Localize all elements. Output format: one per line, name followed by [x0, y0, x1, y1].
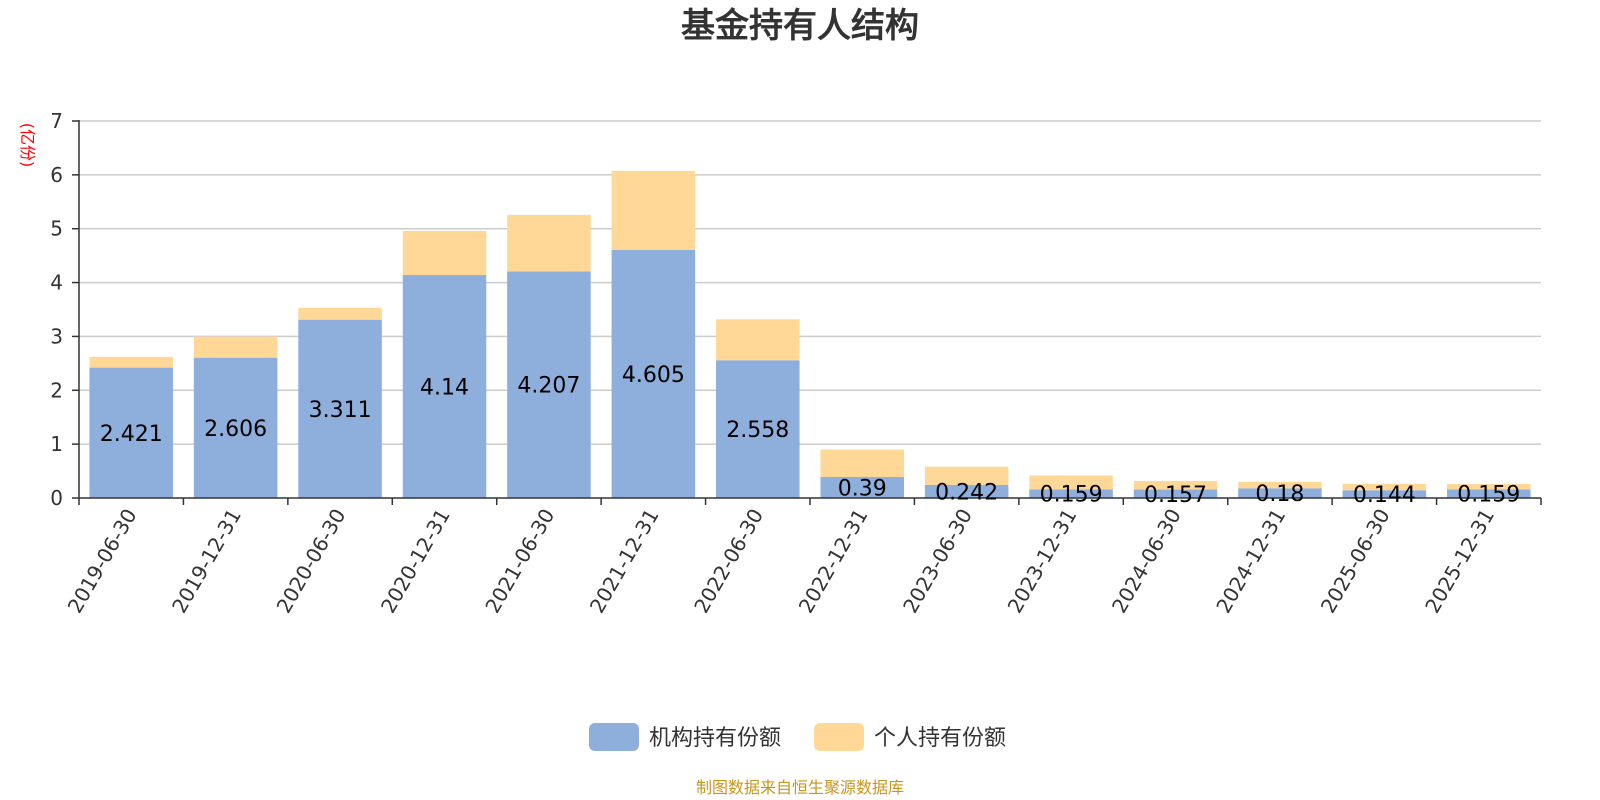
bar-institutional [1133, 489, 1218, 498]
bars [89, 170, 1531, 498]
x-tick-label: 2025-12-31 [1420, 505, 1499, 618]
legend-swatch [589, 723, 639, 751]
bar-institutional [402, 275, 487, 498]
data-labels: 2.421 2.606 3.311 4.14 4.207 4.605 2.558 0.39 0.… [100, 363, 1521, 508]
data-label: 2.606 [204, 417, 267, 442]
bar-institutional [298, 319, 382, 498]
bar-institutional [193, 357, 278, 498]
y-tick-label: 3 [50, 324, 63, 348]
x-tick-label: 2025-06-30 [1316, 505, 1395, 618]
data-label: 0.159 [1040, 483, 1103, 508]
data-label: 0.157 [1144, 483, 1207, 508]
x-tick-label: 2021-06-30 [480, 505, 559, 618]
data-label: 2.558 [726, 418, 789, 443]
data-label: 4.207 [517, 374, 580, 399]
y-tick-label: 0 [50, 486, 63, 510]
bar-individual [1133, 480, 1218, 490]
x-tick-label: 2024-12-31 [1211, 505, 1290, 618]
data-label: 2.421 [100, 422, 163, 447]
bar-individual [402, 230, 487, 276]
x-tick-label: 2023-06-30 [898, 505, 977, 618]
bar-individual [611, 170, 696, 250]
data-label: 0.144 [1353, 483, 1416, 508]
bar-institutional [1029, 489, 1113, 498]
chart-title: 基金持有人结构 [681, 6, 919, 46]
bar-institutional [1447, 489, 1531, 498]
y-tick-label: 4 [50, 271, 63, 295]
bar-institutional [924, 484, 1009, 498]
x-tick-label: 2020-06-30 [271, 505, 350, 618]
bar-individual [507, 214, 591, 272]
x-tick-label: 2020-12-31 [376, 505, 455, 618]
bar-individual [1238, 481, 1322, 489]
bar-institutional [1238, 488, 1322, 498]
y-tick-label: 7 [50, 109, 63, 133]
y-tick-label: 1 [50, 432, 63, 456]
x-tick-label: 2024-06-30 [1107, 505, 1186, 618]
x-tick-label: 2022-06-30 [689, 505, 768, 618]
y-tick-label: 2 [50, 378, 63, 402]
bar-institutional [820, 476, 904, 498]
x-tick-label: 2019-12-31 [167, 505, 246, 618]
y-unit-label: (亿份) [18, 123, 37, 168]
x-tick-label: 2021-12-31 [585, 505, 664, 618]
y-tick-label: 6 [50, 163, 63, 187]
data-label: 0.39 [838, 476, 887, 501]
bar-individual [924, 466, 1009, 485]
x-tick-label: 2019-06-30 [63, 505, 142, 618]
bar-individual [298, 307, 382, 320]
bar-individual [1029, 475, 1113, 490]
bar-individual [716, 319, 800, 361]
data-label: 3.311 [309, 398, 372, 423]
data-label: 4.605 [622, 363, 685, 388]
legend-swatch [814, 723, 864, 751]
bar-institutional [1342, 490, 1427, 498]
x-tick-label: 2023-12-31 [1002, 505, 1081, 618]
bar-individual [820, 449, 904, 477]
data-label: 0.159 [1457, 483, 1520, 508]
y-ticks: 0 1 2 3 4 5 6 7 [50, 109, 79, 510]
bar-institutional [507, 271, 591, 498]
bar-individual [1342, 483, 1427, 491]
y-tick-label: 5 [50, 217, 63, 241]
data-label: 0.242 [935, 480, 998, 505]
source-note: 制图数据来自恒生聚源数据库 [696, 778, 904, 797]
data-label: 4.14 [420, 376, 469, 401]
x-ticks: 2019-06-30 2019-12-31 2020-06-30 2020-12-31… [63, 498, 1542, 618]
bar-individual [89, 356, 173, 368]
legend: 机构持有份额 个人持有份额 [589, 723, 1006, 751]
legend-label: 机构持有份额 [649, 726, 781, 751]
data-label: 0.18 [1255, 482, 1304, 507]
bar-individual [193, 336, 278, 358]
bar-institutional [611, 249, 696, 498]
legend-label: 个人持有份额 [874, 726, 1006, 751]
bar-institutional [716, 360, 800, 498]
x-tick-label: 2022-12-31 [794, 505, 873, 618]
bar-individual [1447, 484, 1531, 490]
bar-institutional [89, 367, 173, 498]
